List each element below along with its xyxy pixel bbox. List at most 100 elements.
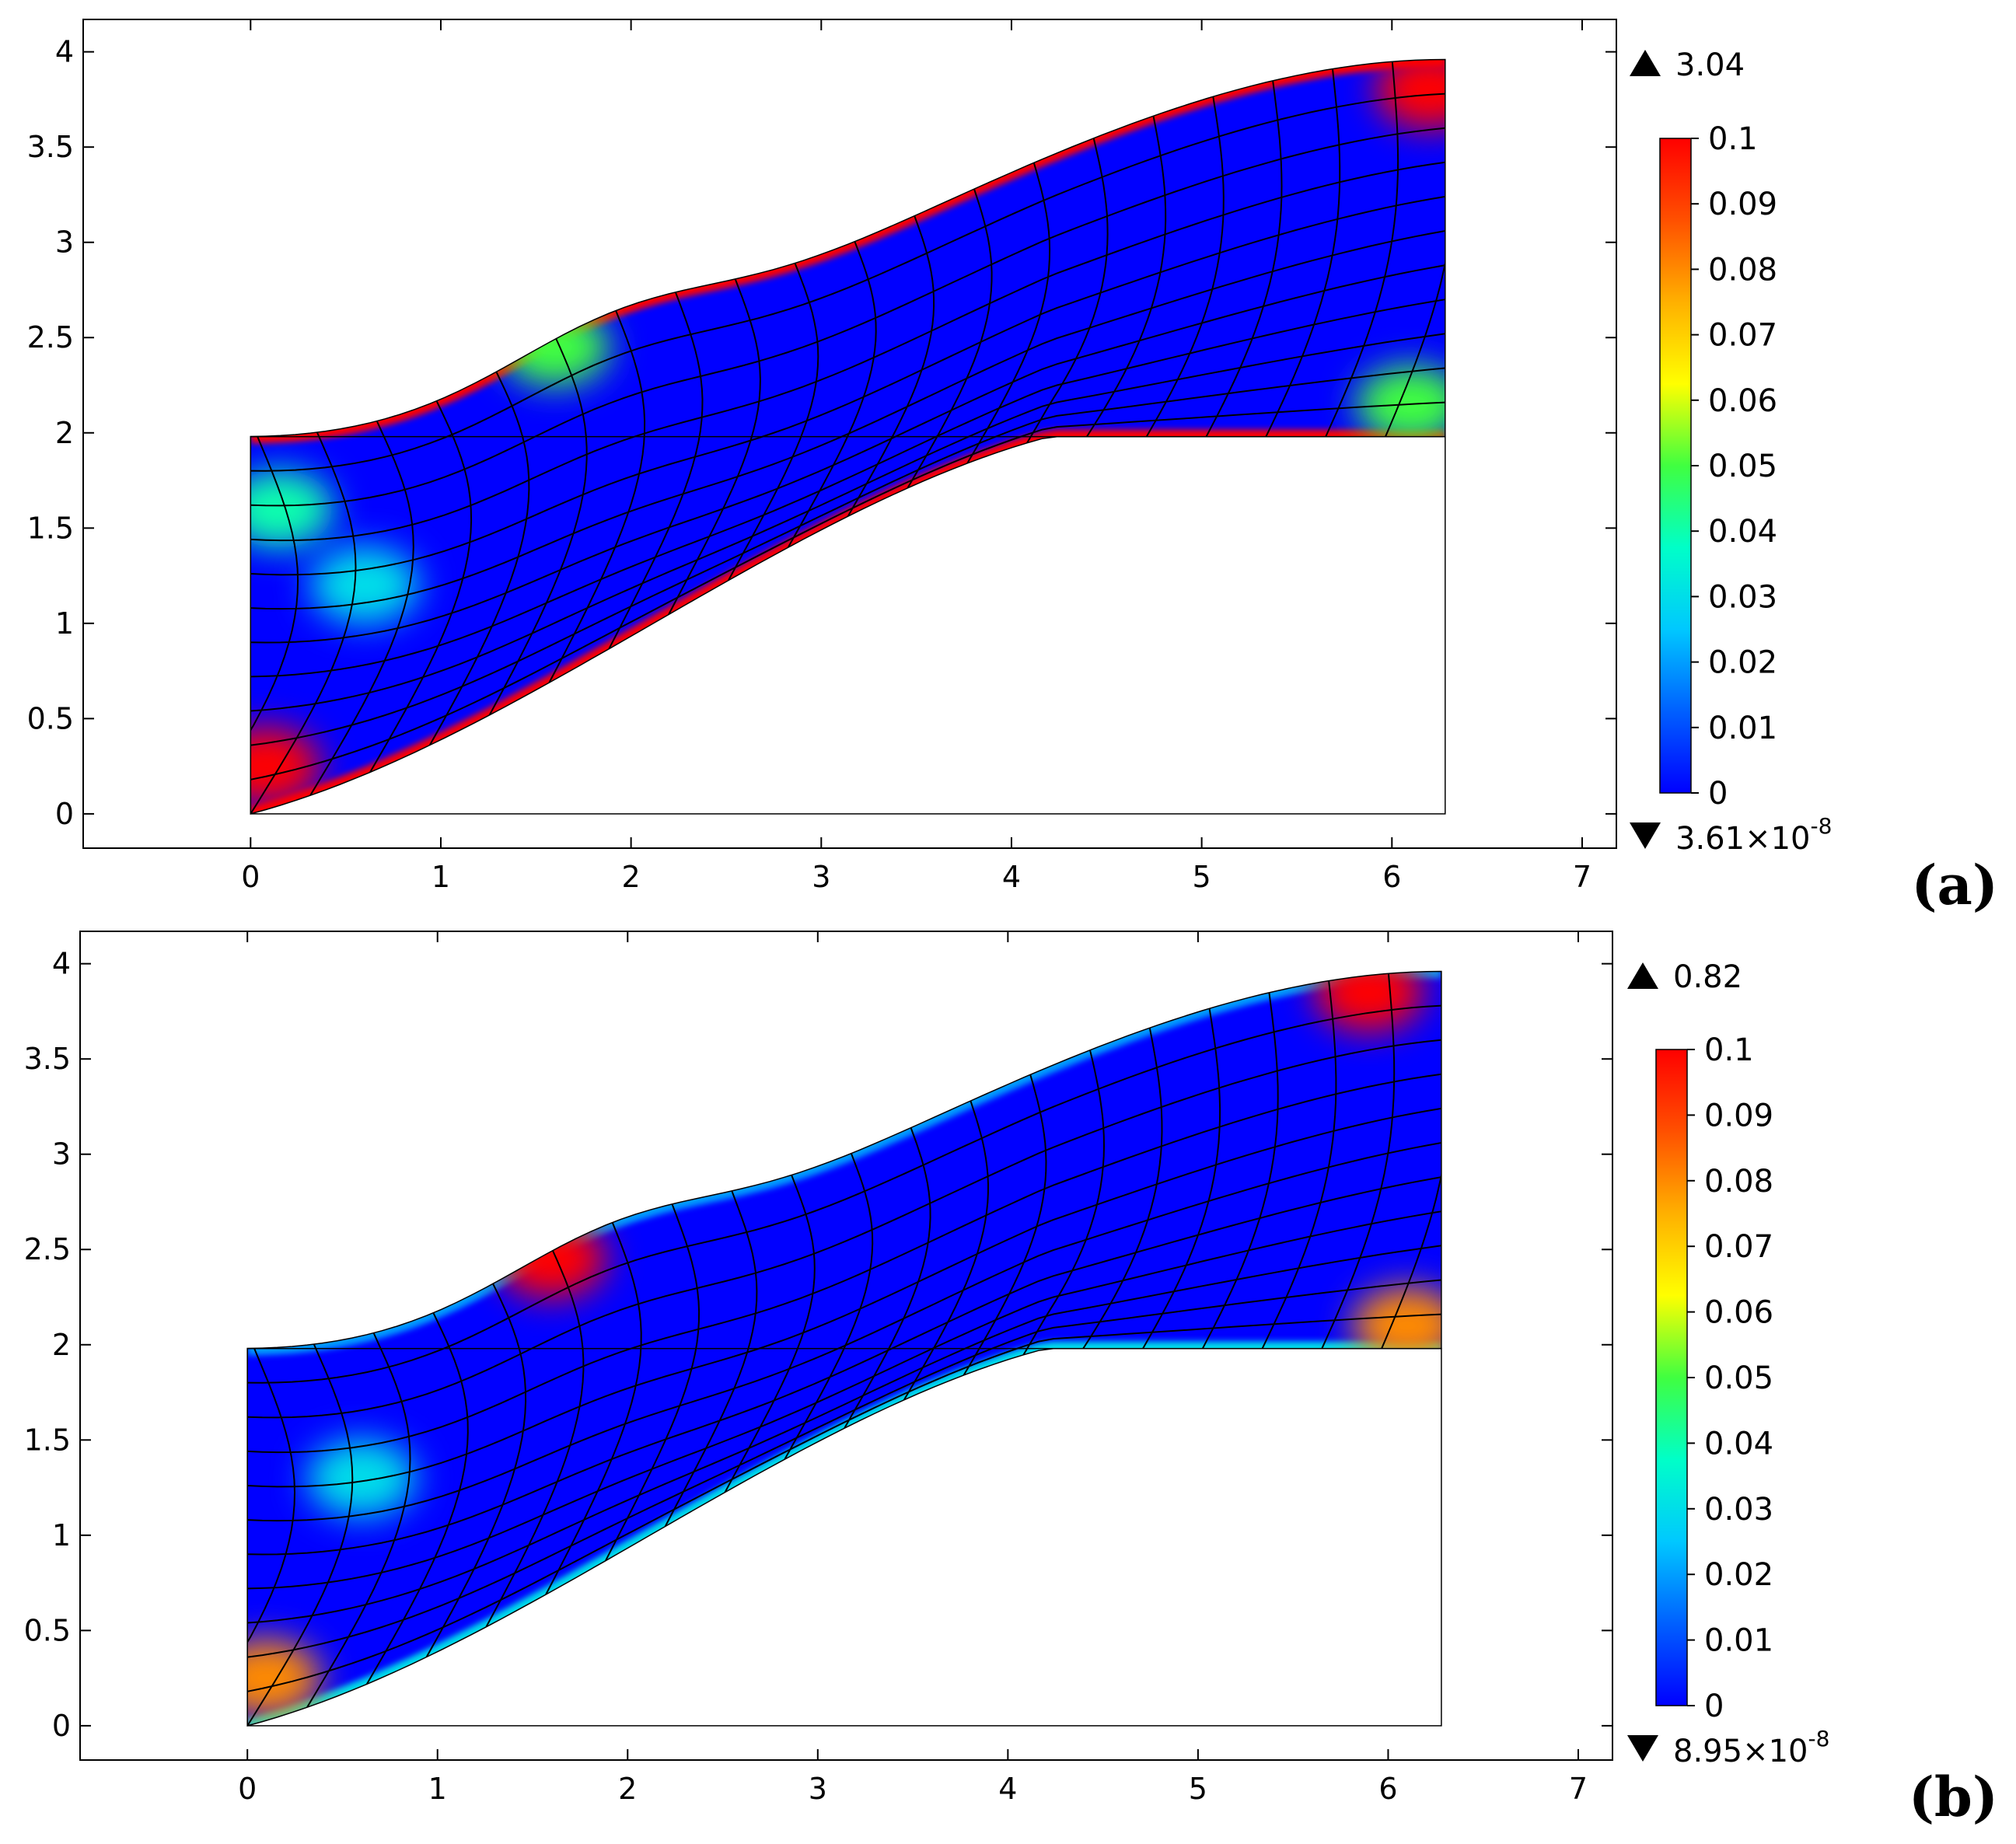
y-axis: 0 0.5 1 1.5 2 2.5 3 3.5 4 [24,947,1612,1743]
mesh-line-vertical [247,1348,296,1726]
y-tick-label: 2.5 [24,1232,71,1266]
colorbar-tick-label: 0.06 [1708,383,1777,419]
mesh-line-vertical [728,263,819,581]
heat-hotspot [250,470,334,548]
deformed-domain [68,970,1442,1727]
colorbar: 0 0.01 0.02 0.03 0.04 0.05 0.06 0.07 0.08 0.09 0.1… [1630,47,1832,857]
mesh-line-horizontal [250,333,1445,712]
x-tick-label: 1 [432,860,450,894]
heat-hotspot [247,1639,321,1717]
x-axis: 0 1 2 3 4 5 6 7 [241,19,1591,894]
mesh-line-vertical [365,1312,469,1685]
panel-a: 0 1 2 3 4 5 6 7 0 0.5 1 1.5 2 2.5 3 3.5 4 0 0.01 0.02 0.03… [27,19,1998,917]
colorbar-tick-label: 0.09 [1708,187,1777,222]
mesh-line-vertical [1444,59,1445,438]
colorbar-tick-label: 0.08 [1704,1164,1773,1200]
mesh-line-vertical [128,1349,237,1726]
colorbar-bar [1659,138,1692,794]
x-tick-label: 6 [1378,1772,1397,1806]
y-tick-label: 4 [52,947,71,981]
mesh-line-vertical [1022,1049,1106,1356]
colorbar-tick-label: 0.1 [1708,121,1758,157]
mesh-line-vertical [1026,138,1109,444]
min-triangle-icon [1630,822,1661,849]
colorbar-bar [1655,1049,1688,1706]
mesh-line-vertical [68,1349,180,1726]
mesh-line-horizontal [250,93,1445,472]
y-tick-label: 2.5 [27,320,74,354]
deformed-domain [72,58,1446,815]
axes-frame [82,19,1617,849]
x-axis: 0 1 2 3 4 5 6 7 [238,931,1588,1806]
mesh-line-vertical [428,371,530,746]
mesh-line-horizontal [247,1245,1441,1624]
mesh-line-horizontal [247,1279,1441,1658]
mesh-line-vertical [847,215,935,517]
mesh-line-vertical [1385,59,1445,438]
y-tick-label: 1.5 [24,1423,71,1457]
max-label: 0.82 [1673,959,1742,995]
x-tick-label: 4 [998,1772,1017,1806]
mesh-line-vertical [1440,971,1441,1350]
mesh-line-vertical [306,1332,411,1708]
min-exponent: -8 [1808,1726,1829,1751]
x-tick-label: 5 [1189,1772,1207,1806]
heat-hotspot [310,546,420,624]
mesh-line-horizontal [247,1210,1441,1590]
mesh-line-vertical [1145,96,1225,438]
colorbar-tick-label: 0.1 [1704,1032,1754,1068]
colorbar-tick-label: 0.03 [1708,579,1777,615]
mesh-line-horizontal [250,195,1445,576]
mesh-line-vertical [488,338,588,716]
mesh-line-horizontal [250,367,1445,746]
y-tick-label: 3 [52,1137,71,1172]
mesh-line-vertical [548,310,646,683]
x-tick-label: 0 [238,1772,257,1806]
mesh-line-vertical [1381,971,1441,1350]
heat-hotspot [306,1439,416,1517]
x-tick-label: 5 [1193,860,1211,894]
colorbar-tick-label: 0.03 [1704,1492,1773,1528]
mesh-line-horizontal [247,1313,1441,1692]
mesh-line-horizontal [247,1073,1441,1454]
mesh-line-vertical [485,1250,585,1628]
min-label: 3.61×10-8 [1675,813,1832,857]
x-tick-label: 3 [809,1772,827,1806]
x-tick-label: 4 [1002,860,1021,894]
domain-outline [250,58,1446,815]
y-tick-label: 3.5 [24,1042,71,1076]
x-tick-label: 2 [618,1772,637,1806]
mesh-line-horizontal [250,299,1445,678]
min-label: 8.95×10-8 [1673,1726,1829,1769]
mesh-line-vertical [724,1175,816,1493]
colorbar-tick-label: 0 [1708,776,1728,812]
colorbar-tick-label: 0.05 [1704,1360,1773,1396]
reference-rectangle [246,1347,1442,1727]
y-tick-label: 2 [52,1328,71,1362]
mesh-line-horizontal [250,401,1445,781]
mesh-line-vertical [608,292,704,650]
mesh-line-vertical [72,437,183,814]
y-tick-label: 0 [55,797,74,831]
mesh-line-vertical [1261,980,1337,1350]
mesh-lines [68,971,1441,1726]
mesh-line-vertical [1082,1028,1163,1350]
colorbar-tick-label: 0.06 [1704,1295,1773,1331]
y-tick-label: 0.5 [27,701,74,735]
mesh-line-vertical [844,1127,931,1429]
mesh-line-horizontal [250,161,1445,542]
heat-hotspot [250,727,320,805]
colorbar: 0 0.01 0.02 0.03 0.04 0.05 0.06 0.07 0.08 0.09 0.1… [1627,959,1829,1769]
panel-b: 0 1 2 3 4 5 6 7 0 0.5 1 1.5 2 2.5 3 3.5 4 0 0.01 0.02 0.03… [24,931,1998,1829]
mesh-line-horizontal [247,1004,1441,1384]
colorbar-tick-label: 0 [1704,1689,1724,1724]
y-tick-label: 4 [55,35,74,69]
mesh-line-vertical [1142,1008,1221,1350]
mesh-line-vertical [668,278,761,615]
y-tick-label: 2 [55,416,74,450]
mesh-line-vertical [1205,80,1283,438]
colorbar-tick-label: 0.02 [1708,645,1777,681]
y-tick-label: 3 [55,225,74,260]
x-tick-label: 7 [1573,860,1591,894]
mesh-line-horizontal [250,127,1445,507]
